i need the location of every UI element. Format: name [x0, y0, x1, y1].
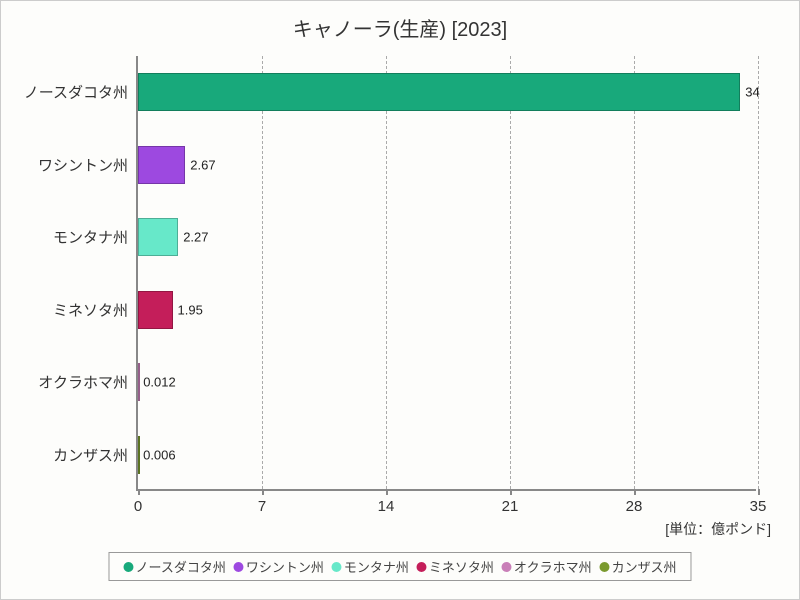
legend-dot-icon [502, 562, 512, 572]
bar [138, 363, 140, 401]
y-category-label: ミネソタ州 [8, 299, 128, 320]
legend-label: モンタナ州 [344, 560, 409, 575]
bar [138, 218, 178, 256]
x-tick-mark [138, 489, 140, 495]
x-axis-unit-label: [単位：億ポンド] [665, 519, 771, 539]
bar-value-label: 2.67 [190, 157, 215, 172]
x-tick-mark [634, 489, 636, 495]
x-tick-label: 28 [626, 498, 643, 515]
bar-value-label: 0.012 [143, 375, 176, 390]
x-tick-mark [262, 489, 264, 495]
chart-title: キャノーラ(生産) [2023] [1, 13, 799, 42]
x-tick-mark [510, 489, 512, 495]
legend-label: ノースダコタ州 [135, 560, 225, 575]
bar-value-label: 0.006 [143, 447, 176, 462]
gridline [510, 56, 511, 489]
y-category-label: オクラホマ州 [8, 372, 128, 393]
legend-item: カンザス州 [600, 557, 677, 576]
gridline [262, 56, 263, 489]
bar [138, 146, 185, 184]
legend-dot-icon [417, 562, 427, 572]
gridline [758, 56, 759, 489]
legend: ノースダコタ州 ワシントン州 モンタナ州 ミネソタ州 オクラホマ州 カンザス州 [108, 552, 691, 581]
legend-label: ミネソタ州 [429, 560, 494, 575]
plot-area: 0714212835ノースダコタ州34ワシントン州2.67モンタナ州2.27ミネ… [136, 56, 756, 491]
x-tick-label: 0 [134, 498, 142, 515]
x-tick-label: 35 [750, 498, 767, 515]
x-tick-mark [758, 489, 760, 495]
bar-value-label: 2.27 [183, 230, 208, 245]
legend-dot-icon [123, 562, 133, 572]
gridline [634, 56, 635, 489]
legend-item: ミネソタ州 [417, 557, 494, 576]
bar-value-label: 1.95 [178, 302, 203, 317]
x-tick-label: 7 [258, 498, 266, 515]
legend-dot-icon [234, 562, 244, 572]
y-category-label: カンザス州 [8, 444, 128, 465]
y-category-label: モンタナ州 [8, 227, 128, 248]
bar-value-label: 34 [745, 85, 759, 100]
legend-dot-icon [600, 562, 610, 572]
legend-dot-icon [332, 562, 342, 572]
x-tick-label: 14 [378, 498, 395, 515]
y-category-label: ワシントン州 [8, 154, 128, 175]
legend-item: ノースダコタ州 [123, 557, 225, 576]
legend-label: ワシントン州 [246, 560, 324, 575]
legend-item: オクラホマ州 [502, 557, 592, 576]
legend-item: ワシントン州 [234, 557, 324, 576]
legend-label: カンザス州 [612, 560, 677, 575]
chart-container: キャノーラ(生産) [2023] 0714212835ノースダコタ州34ワシント… [0, 0, 800, 600]
bar [138, 436, 140, 474]
legend-item: モンタナ州 [332, 557, 409, 576]
x-tick-mark [386, 489, 388, 495]
bar [138, 73, 740, 111]
y-category-label: ノースダコタ州 [8, 82, 128, 103]
x-tick-label: 21 [502, 498, 519, 515]
bar [138, 291, 173, 329]
gridline [386, 56, 387, 489]
legend-label: オクラホマ州 [514, 560, 592, 575]
